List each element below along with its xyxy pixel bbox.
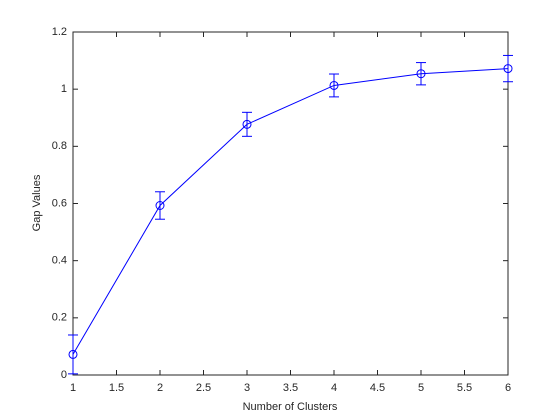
marker xyxy=(242,119,252,129)
marker xyxy=(416,69,426,79)
x-axis-label: Number of Clusters xyxy=(243,401,338,413)
y-tick-label: 0.8 xyxy=(52,140,67,152)
marker xyxy=(68,349,78,359)
y-tick-label: 0.4 xyxy=(52,255,67,267)
x-tick-label: 4 xyxy=(331,382,337,394)
x-tick-label: 2.5 xyxy=(196,382,211,394)
x-tick-label: 3.5 xyxy=(283,382,298,394)
x-tick-label: 2 xyxy=(157,382,163,394)
y-tick-label: 0 xyxy=(61,369,67,381)
data-line xyxy=(72,68,509,355)
x-tick-label: 3 xyxy=(244,382,250,394)
plot-area xyxy=(73,32,508,375)
x-tick-label: 6 xyxy=(505,382,511,394)
marker xyxy=(329,80,339,90)
y-tick-label: 0.2 xyxy=(52,312,67,324)
y-tick-label: 1.2 xyxy=(52,26,67,38)
marker xyxy=(155,201,165,211)
x-tick-label: 5.5 xyxy=(457,382,472,394)
y-tick-label: 1 xyxy=(61,83,67,95)
axes-box xyxy=(72,31,509,376)
y-tick-label: 0.6 xyxy=(52,197,67,209)
x-tick-label: 1 xyxy=(70,382,76,394)
y-axis-label: Gap Values xyxy=(31,174,43,231)
marker xyxy=(503,64,513,74)
x-tick-label: 1.5 xyxy=(109,382,124,394)
x-tick-label: 4.5 xyxy=(370,382,385,394)
x-tick-label: 5 xyxy=(418,382,424,394)
